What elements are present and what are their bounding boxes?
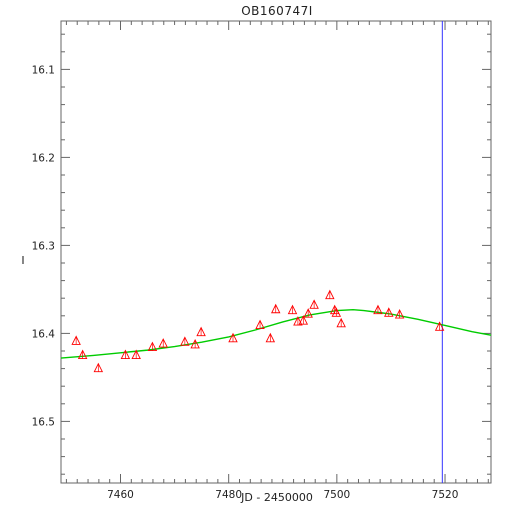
y-tick-label: 16.1 <box>32 64 55 76</box>
x-axis-title: JD - 2450000 <box>240 491 313 504</box>
x-tick-label: 7480 <box>215 489 242 501</box>
plot-area: 7460 7480 7500 7520 16.1 16.2 16.3 16.4 16.5 <box>32 20 492 501</box>
y-tick-label: 16.2 <box>32 152 55 164</box>
x-tick-label: 7500 <box>323 489 350 501</box>
x-tick-label: 7520 <box>432 489 459 501</box>
model-curve <box>60 308 492 359</box>
chart-title: OB160747I <box>241 4 313 18</box>
y-axis-title: I <box>21 254 24 267</box>
plot-frame <box>60 20 492 484</box>
y-tick-label: 16.3 <box>32 240 55 252</box>
x-tick-label: 7460 <box>107 489 134 501</box>
y-tick-label: 16.5 <box>32 416 55 428</box>
y-tick-label: 16.4 <box>32 328 56 340</box>
